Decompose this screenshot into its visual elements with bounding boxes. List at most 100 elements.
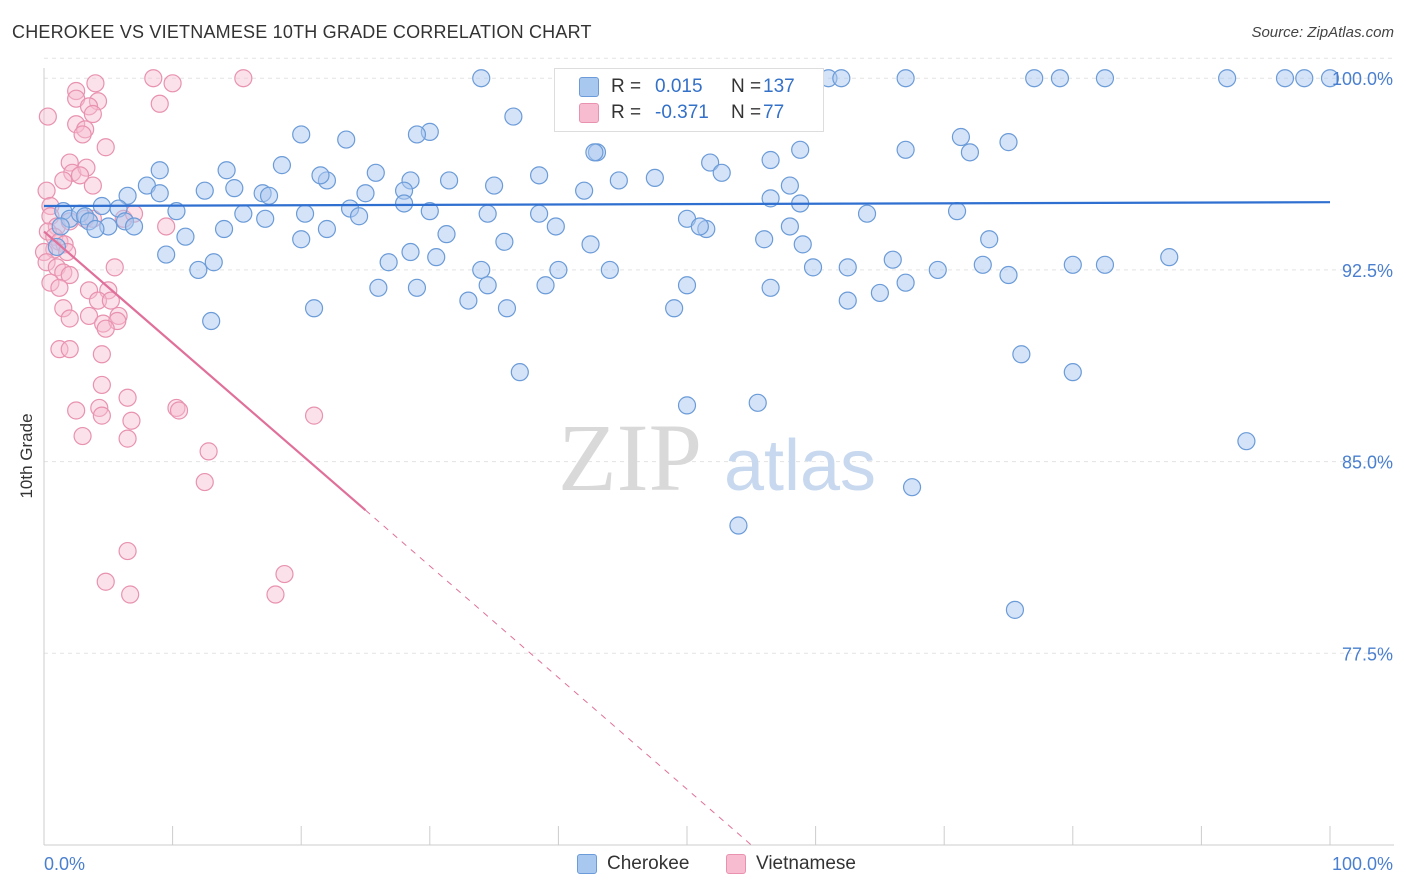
vietnamese-trend-line-extension bbox=[365, 509, 752, 846]
cherokee-point bbox=[677, 396, 697, 415]
cherokee-point bbox=[234, 204, 253, 223]
vietnamese-point bbox=[275, 564, 294, 584]
vietnamese-point bbox=[88, 291, 108, 310]
cherokee-swatch bbox=[579, 77, 599, 97]
vietnamese-point bbox=[73, 426, 92, 446]
vietnamese-legend-swatch bbox=[726, 854, 746, 874]
x-tick-label-min: 0.0% bbox=[44, 854, 85, 874]
cherokee-point bbox=[495, 232, 514, 251]
cherokee-point bbox=[1050, 69, 1070, 88]
axes bbox=[43, 68, 1394, 846]
cherokee-point bbox=[803, 258, 823, 277]
cherokee-point bbox=[1063, 363, 1082, 382]
cherokee-point bbox=[437, 225, 456, 244]
cherokee-point bbox=[272, 156, 292, 175]
cherokee-point bbox=[761, 189, 780, 208]
cherokee-point bbox=[394, 194, 414, 213]
cherokee-point bbox=[439, 171, 459, 190]
cherokee-point bbox=[600, 260, 619, 280]
legend-n-label: N = bbox=[731, 102, 762, 123]
vietnamese-point bbox=[60, 309, 79, 328]
legend-r-label: R = bbox=[611, 76, 642, 97]
cherokee-point bbox=[349, 207, 369, 226]
vietnamese-swatch bbox=[579, 103, 599, 123]
y-tick-label: 77.5% bbox=[1342, 644, 1393, 664]
cherokee-point bbox=[150, 184, 169, 203]
cherokee-point bbox=[472, 69, 491, 88]
vietnamese-point bbox=[37, 181, 56, 200]
cherokee-point bbox=[951, 127, 971, 147]
cherokee-point bbox=[356, 184, 375, 203]
cherokee-point bbox=[838, 291, 857, 310]
cherokee-point bbox=[51, 217, 70, 236]
vietnamese-point bbox=[67, 115, 86, 134]
cherokee-point bbox=[973, 255, 992, 274]
vietnamese-point bbox=[304, 406, 324, 425]
cherokee-point bbox=[485, 176, 504, 195]
legend-n-value-vietnamese: 77 bbox=[763, 102, 785, 123]
cherokee-point bbox=[791, 140, 810, 159]
cherokee-point bbox=[1012, 345, 1031, 364]
cherokee-point bbox=[292, 230, 311, 249]
legend-box: R = 0.015 N = 137 R = -0.371 N = 77 bbox=[554, 68, 824, 132]
cherokee-point bbox=[980, 230, 999, 249]
vietnamese-point bbox=[144, 69, 163, 88]
vietnamese-point bbox=[150, 94, 169, 113]
vietnamese-point bbox=[41, 273, 60, 292]
cherokee-point bbox=[510, 363, 529, 382]
vietnamese-point bbox=[94, 314, 113, 333]
bottom-legend-cherokee: Cherokee bbox=[577, 852, 689, 876]
vietnamese-point bbox=[199, 442, 218, 461]
cherokee-point bbox=[999, 133, 1018, 152]
cherokee-point bbox=[780, 176, 799, 195]
cherokee-point bbox=[176, 227, 195, 246]
vietnamese-point bbox=[96, 572, 115, 591]
watermark-atlas: atlas bbox=[724, 426, 876, 506]
legend-r-label: R = bbox=[611, 102, 642, 123]
cherokee-point bbox=[928, 260, 947, 280]
vietnamese-point bbox=[163, 74, 182, 93]
grid-lines bbox=[44, 57, 1394, 654]
cherokee-point bbox=[407, 278, 427, 297]
cherokee-point bbox=[902, 478, 922, 497]
cherokee-point bbox=[204, 253, 223, 272]
cherokee-point bbox=[581, 235, 600, 254]
vietnamese-point bbox=[118, 388, 137, 407]
cherokee-point bbox=[478, 276, 497, 295]
cherokee-point bbox=[701, 153, 720, 172]
cherokee-point bbox=[379, 253, 398, 272]
cherokee-point bbox=[677, 276, 697, 295]
y-tick-label: 100.0% bbox=[1332, 69, 1393, 89]
cherokee-point bbox=[1275, 69, 1295, 88]
cherokee-point bbox=[755, 230, 774, 249]
vietnamese-legend-label: Vietnamese bbox=[756, 853, 856, 874]
vietnamese-point bbox=[67, 81, 86, 101]
cherokee-point bbox=[124, 217, 144, 236]
cherokee-point bbox=[549, 260, 568, 280]
vietnamese-point bbox=[79, 306, 99, 326]
cherokee-point bbox=[947, 202, 967, 221]
cherokee-point bbox=[1095, 255, 1115, 274]
cherokee-point bbox=[317, 219, 337, 239]
cherokee-point bbox=[401, 242, 420, 262]
vietnamese-point bbox=[96, 319, 115, 338]
cherokee-point bbox=[195, 181, 214, 200]
vietnamese-point bbox=[92, 406, 111, 425]
cherokee-point bbox=[202, 311, 221, 331]
cherokee-point bbox=[459, 291, 478, 310]
legend-row-cherokee: R = 0.015 N = 137 bbox=[579, 75, 795, 99]
cherokee-point bbox=[472, 260, 491, 280]
cherokee-point bbox=[86, 219, 105, 239]
vietnamese-point bbox=[92, 375, 111, 395]
vietnamese-point bbox=[157, 217, 176, 236]
vietnamese-points bbox=[34, 69, 324, 604]
trend-lines bbox=[43, 201, 1331, 846]
vietnamese-point bbox=[101, 291, 120, 310]
vietnamese-point bbox=[122, 411, 141, 430]
cherokee-point bbox=[47, 237, 66, 257]
cherokee-point bbox=[609, 171, 628, 190]
cherokee-point bbox=[304, 299, 324, 318]
cherokee-point bbox=[504, 107, 523, 126]
cherokee-legend-swatch bbox=[577, 854, 597, 874]
vietnamese-point bbox=[67, 401, 86, 420]
